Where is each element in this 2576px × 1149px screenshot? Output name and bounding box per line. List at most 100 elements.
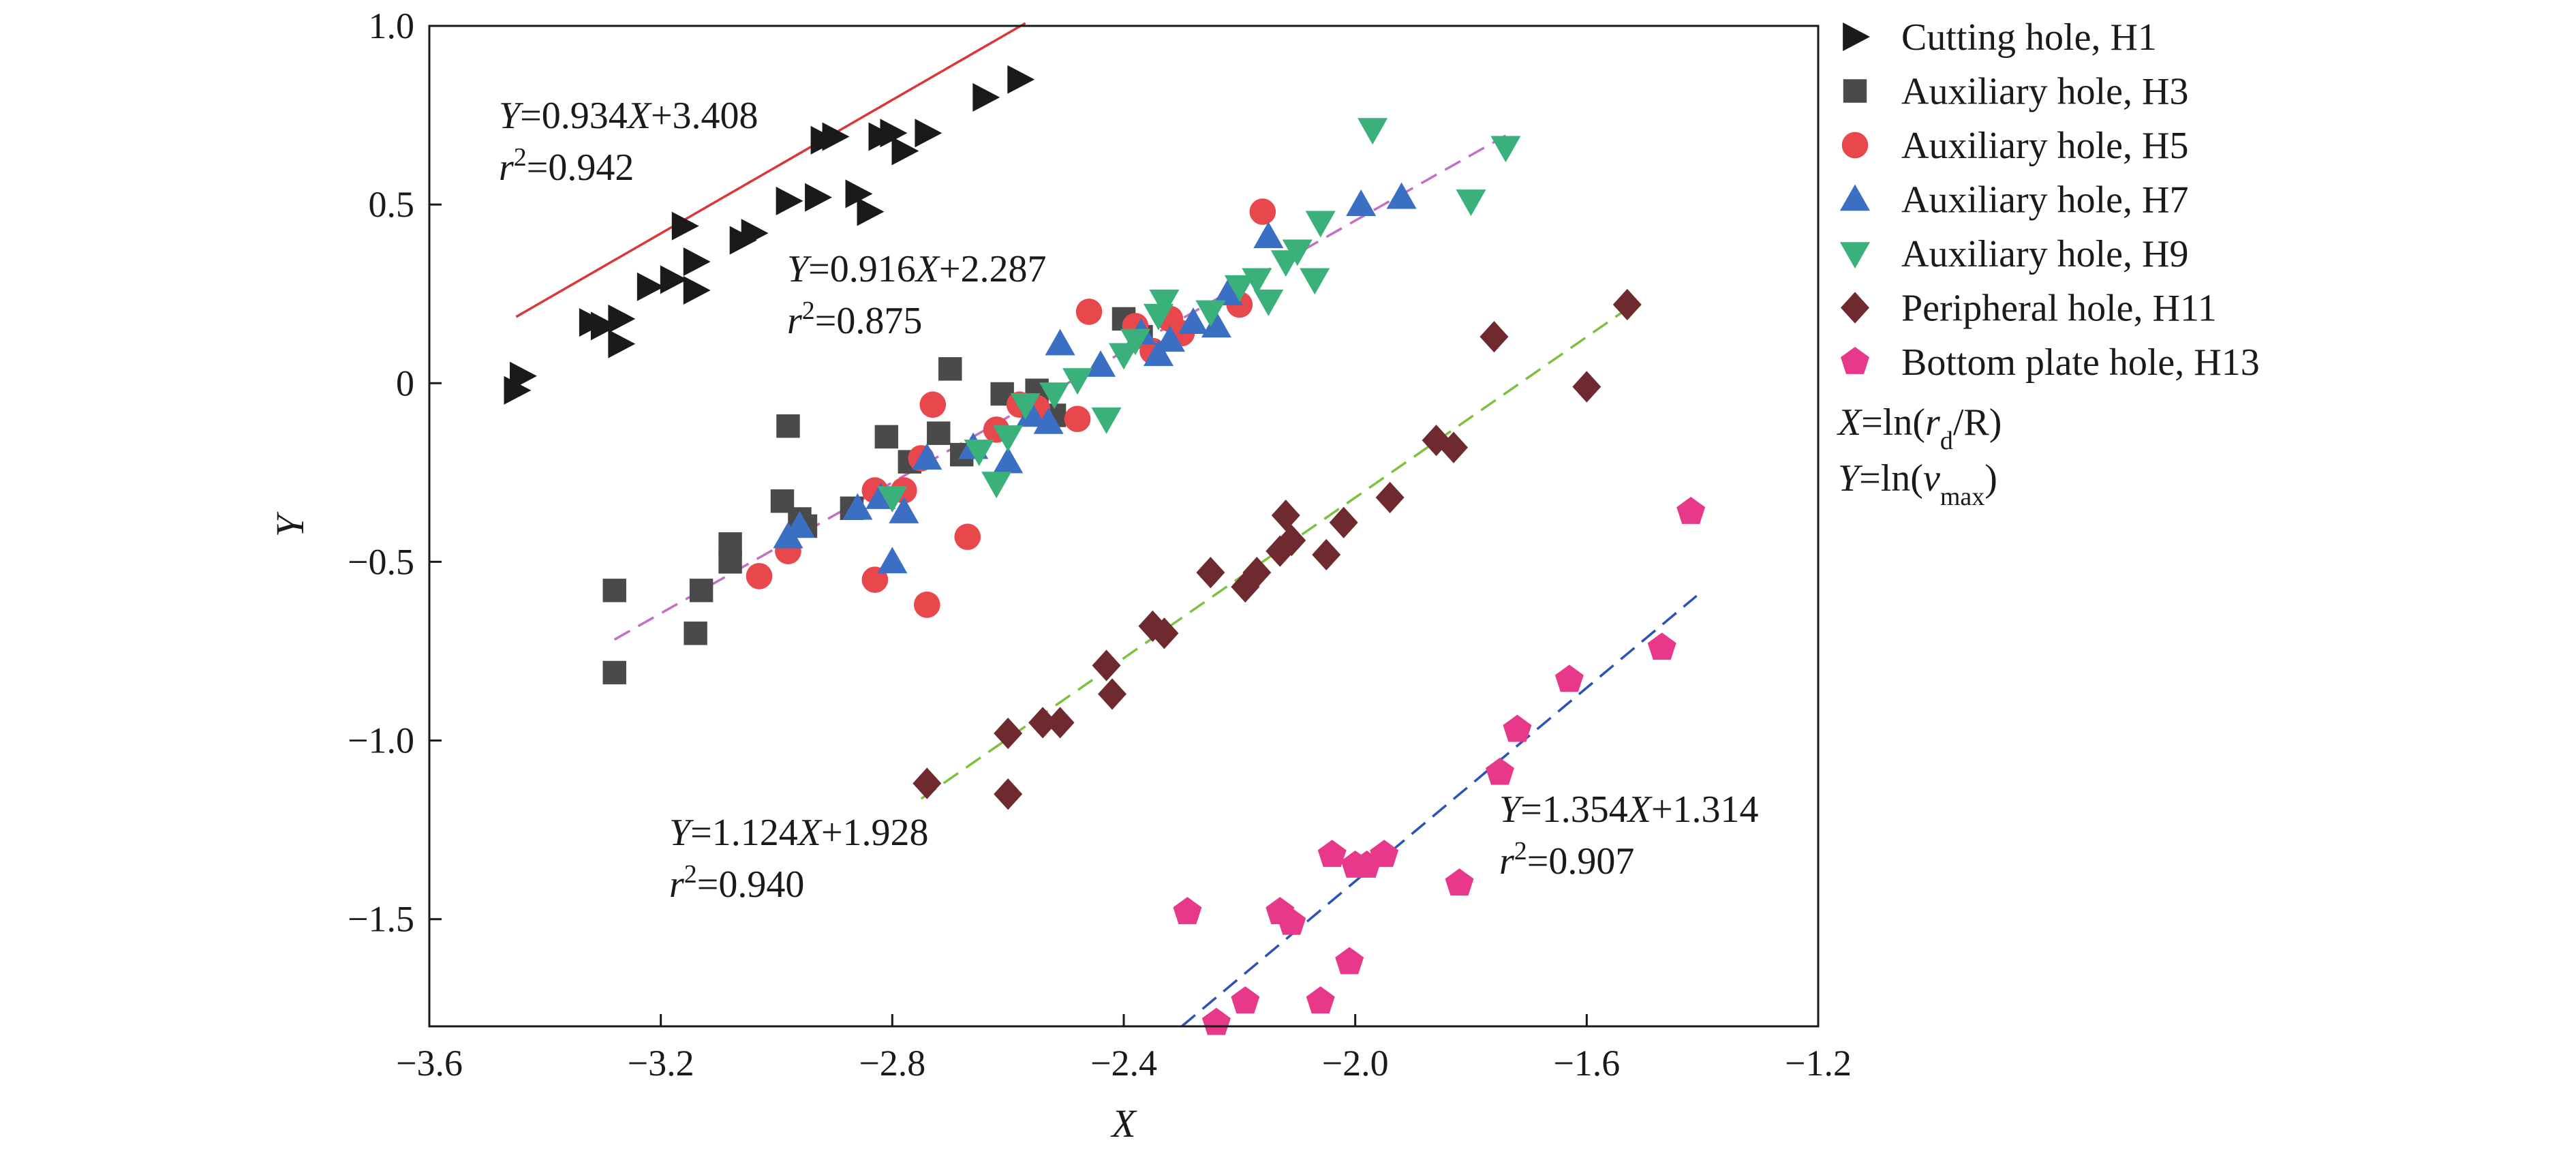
fit-r-squared: r2=0.940 xyxy=(669,860,804,906)
fit-r-squared: r2=0.942 xyxy=(499,143,634,189)
data-point xyxy=(1485,757,1514,785)
data-point xyxy=(510,361,537,390)
data-point xyxy=(1033,407,1064,434)
data-point xyxy=(938,357,962,381)
x-tick-label: −3.2 xyxy=(628,1043,694,1084)
data-point xyxy=(857,197,885,226)
data-point xyxy=(1045,707,1075,739)
axis-ticks: −3.6 −3.2 −2.8 −2.4 −2.0 −1.6 −1.2 −1.5 −1.0 −0.5… xyxy=(348,5,1852,1084)
data-point xyxy=(741,219,769,248)
x-tick-label: −1.2 xyxy=(1785,1043,1852,1084)
data-point xyxy=(1277,907,1306,935)
legend-marker xyxy=(1841,292,1869,324)
data-point xyxy=(994,717,1023,750)
data-point xyxy=(1358,118,1388,145)
legend-note: X=ln(rd/R) xyxy=(1837,401,2002,455)
data-point xyxy=(964,440,994,466)
legend-label: Bottom plate hole, H13 xyxy=(1901,341,2260,384)
legend-label: Peripheral hole, H11 xyxy=(1901,288,2217,330)
legend-label: Auxiliary hole, H7 xyxy=(1901,179,2188,221)
data-point xyxy=(1154,325,1185,352)
fit-r-squared: r2=0.907 xyxy=(1499,837,1634,883)
data-point xyxy=(1138,610,1167,642)
data-point xyxy=(1062,368,1093,395)
data-point xyxy=(1282,239,1313,266)
legend-label: Cutting hole, H1 xyxy=(1901,16,2157,59)
legend-label: Auxiliary hole, H9 xyxy=(1901,233,2188,275)
data-point xyxy=(608,304,636,333)
fit-equation: Y=0.934X+3.408 xyxy=(499,95,758,137)
data-point xyxy=(1092,649,1121,681)
y-tick-label: 0 xyxy=(396,363,414,403)
data-point xyxy=(1335,947,1364,975)
data-point xyxy=(590,311,618,341)
data-point xyxy=(1085,350,1116,377)
series-group xyxy=(773,182,1417,574)
data-point xyxy=(1120,328,1151,356)
data-point xyxy=(1195,300,1226,327)
series-group xyxy=(1173,496,1706,1035)
data-point xyxy=(877,486,908,513)
data-point xyxy=(1098,678,1127,710)
fit-equation: Y=1.354X+1.314 xyxy=(1499,788,1759,831)
data-point xyxy=(746,563,773,589)
data-point xyxy=(1091,407,1122,434)
fit-line xyxy=(1180,594,1698,1028)
legend: Cutting hole, H1 Auxiliary hole, H3 Auxili… xyxy=(1837,16,2260,511)
data-point xyxy=(1456,189,1486,216)
data-point xyxy=(994,778,1023,810)
data-point xyxy=(1312,538,1341,571)
x-tick-label: −2.0 xyxy=(1322,1043,1389,1084)
data-point xyxy=(637,272,664,301)
data-point xyxy=(776,186,803,215)
fit-equation: Y=0.916X+2.287 xyxy=(787,248,1047,290)
series-group xyxy=(504,65,1035,405)
data-point xyxy=(1266,535,1295,567)
data-point xyxy=(718,550,742,574)
x-tick-label: −2.8 xyxy=(859,1043,925,1084)
legend-marker xyxy=(1839,242,1871,269)
fit-annotations: Y=0.934X+3.408 r2=0.942 Y=0.916X+2.287 r2=0… xyxy=(499,95,1759,906)
data-point xyxy=(1253,221,1284,249)
data-point xyxy=(1612,288,1642,321)
legend-entry: Auxiliary hole, H3 xyxy=(1843,71,2188,113)
fit-line xyxy=(515,22,1026,318)
data-point xyxy=(608,329,636,358)
y-tick-label: −0.5 xyxy=(348,541,414,582)
data-point xyxy=(842,493,873,520)
x-axis-label: X xyxy=(1110,1101,1137,1146)
legend-note: Y=ln(vmax) xyxy=(1838,457,1997,511)
y-tick-label: 1.0 xyxy=(369,5,415,46)
legend-entry: Auxiliary hole, H9 xyxy=(1839,233,2188,275)
series-group xyxy=(913,288,1642,810)
data-point xyxy=(1271,500,1300,532)
data-point xyxy=(689,579,714,602)
legend-marker xyxy=(1843,79,1867,103)
data-point xyxy=(1007,65,1035,94)
legend-entry: Auxiliary hole, H7 xyxy=(1839,179,2188,221)
data-point xyxy=(913,767,942,799)
data-point xyxy=(1305,211,1336,238)
data-point xyxy=(684,622,707,645)
series-group xyxy=(877,118,1521,513)
data-point xyxy=(1439,431,1469,463)
data-point xyxy=(912,443,942,470)
data-point xyxy=(822,122,850,151)
data-point xyxy=(1028,707,1058,739)
data-point xyxy=(919,391,947,418)
data-point xyxy=(1242,268,1272,295)
data-point xyxy=(1253,289,1284,316)
data-point xyxy=(1300,268,1330,295)
fit-r-squared: r2=0.875 xyxy=(787,296,922,342)
data-point xyxy=(1212,279,1243,306)
data-point xyxy=(602,660,626,685)
data-point xyxy=(1143,339,1174,367)
data-point xyxy=(1554,664,1584,692)
data-point xyxy=(1346,189,1377,216)
data-points xyxy=(504,65,1706,1035)
legend-entry: Bottom plate hole, H13 xyxy=(1841,341,2260,384)
data-point xyxy=(1173,897,1202,925)
data-point xyxy=(972,82,1000,112)
